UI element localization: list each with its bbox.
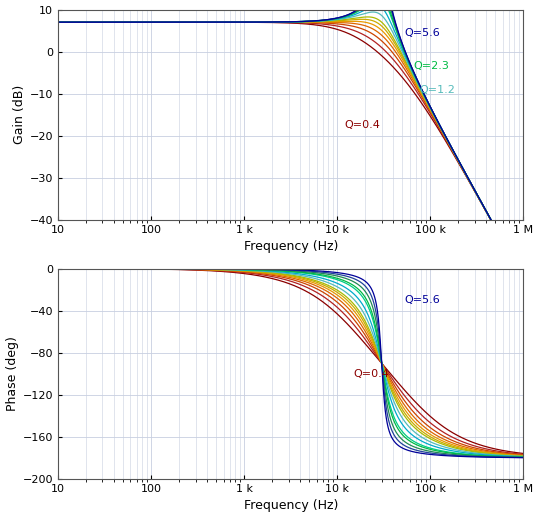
- X-axis label: Frequency (Hz): Frequency (Hz): [244, 240, 338, 253]
- Text: Q=0.4: Q=0.4: [354, 369, 390, 379]
- Text: Q=5.6: Q=5.6: [404, 295, 440, 305]
- Text: Q=1.2: Q=1.2: [419, 84, 455, 94]
- Y-axis label: Gain (dB): Gain (dB): [12, 85, 25, 145]
- Text: Q=2.3: Q=2.3: [413, 62, 449, 71]
- Y-axis label: Phase (deg): Phase (deg): [5, 336, 18, 411]
- Text: Q=0.4: Q=0.4: [344, 120, 381, 131]
- X-axis label: Frequency (Hz): Frequency (Hz): [244, 499, 338, 512]
- Text: Q=5.6: Q=5.6: [404, 27, 440, 38]
